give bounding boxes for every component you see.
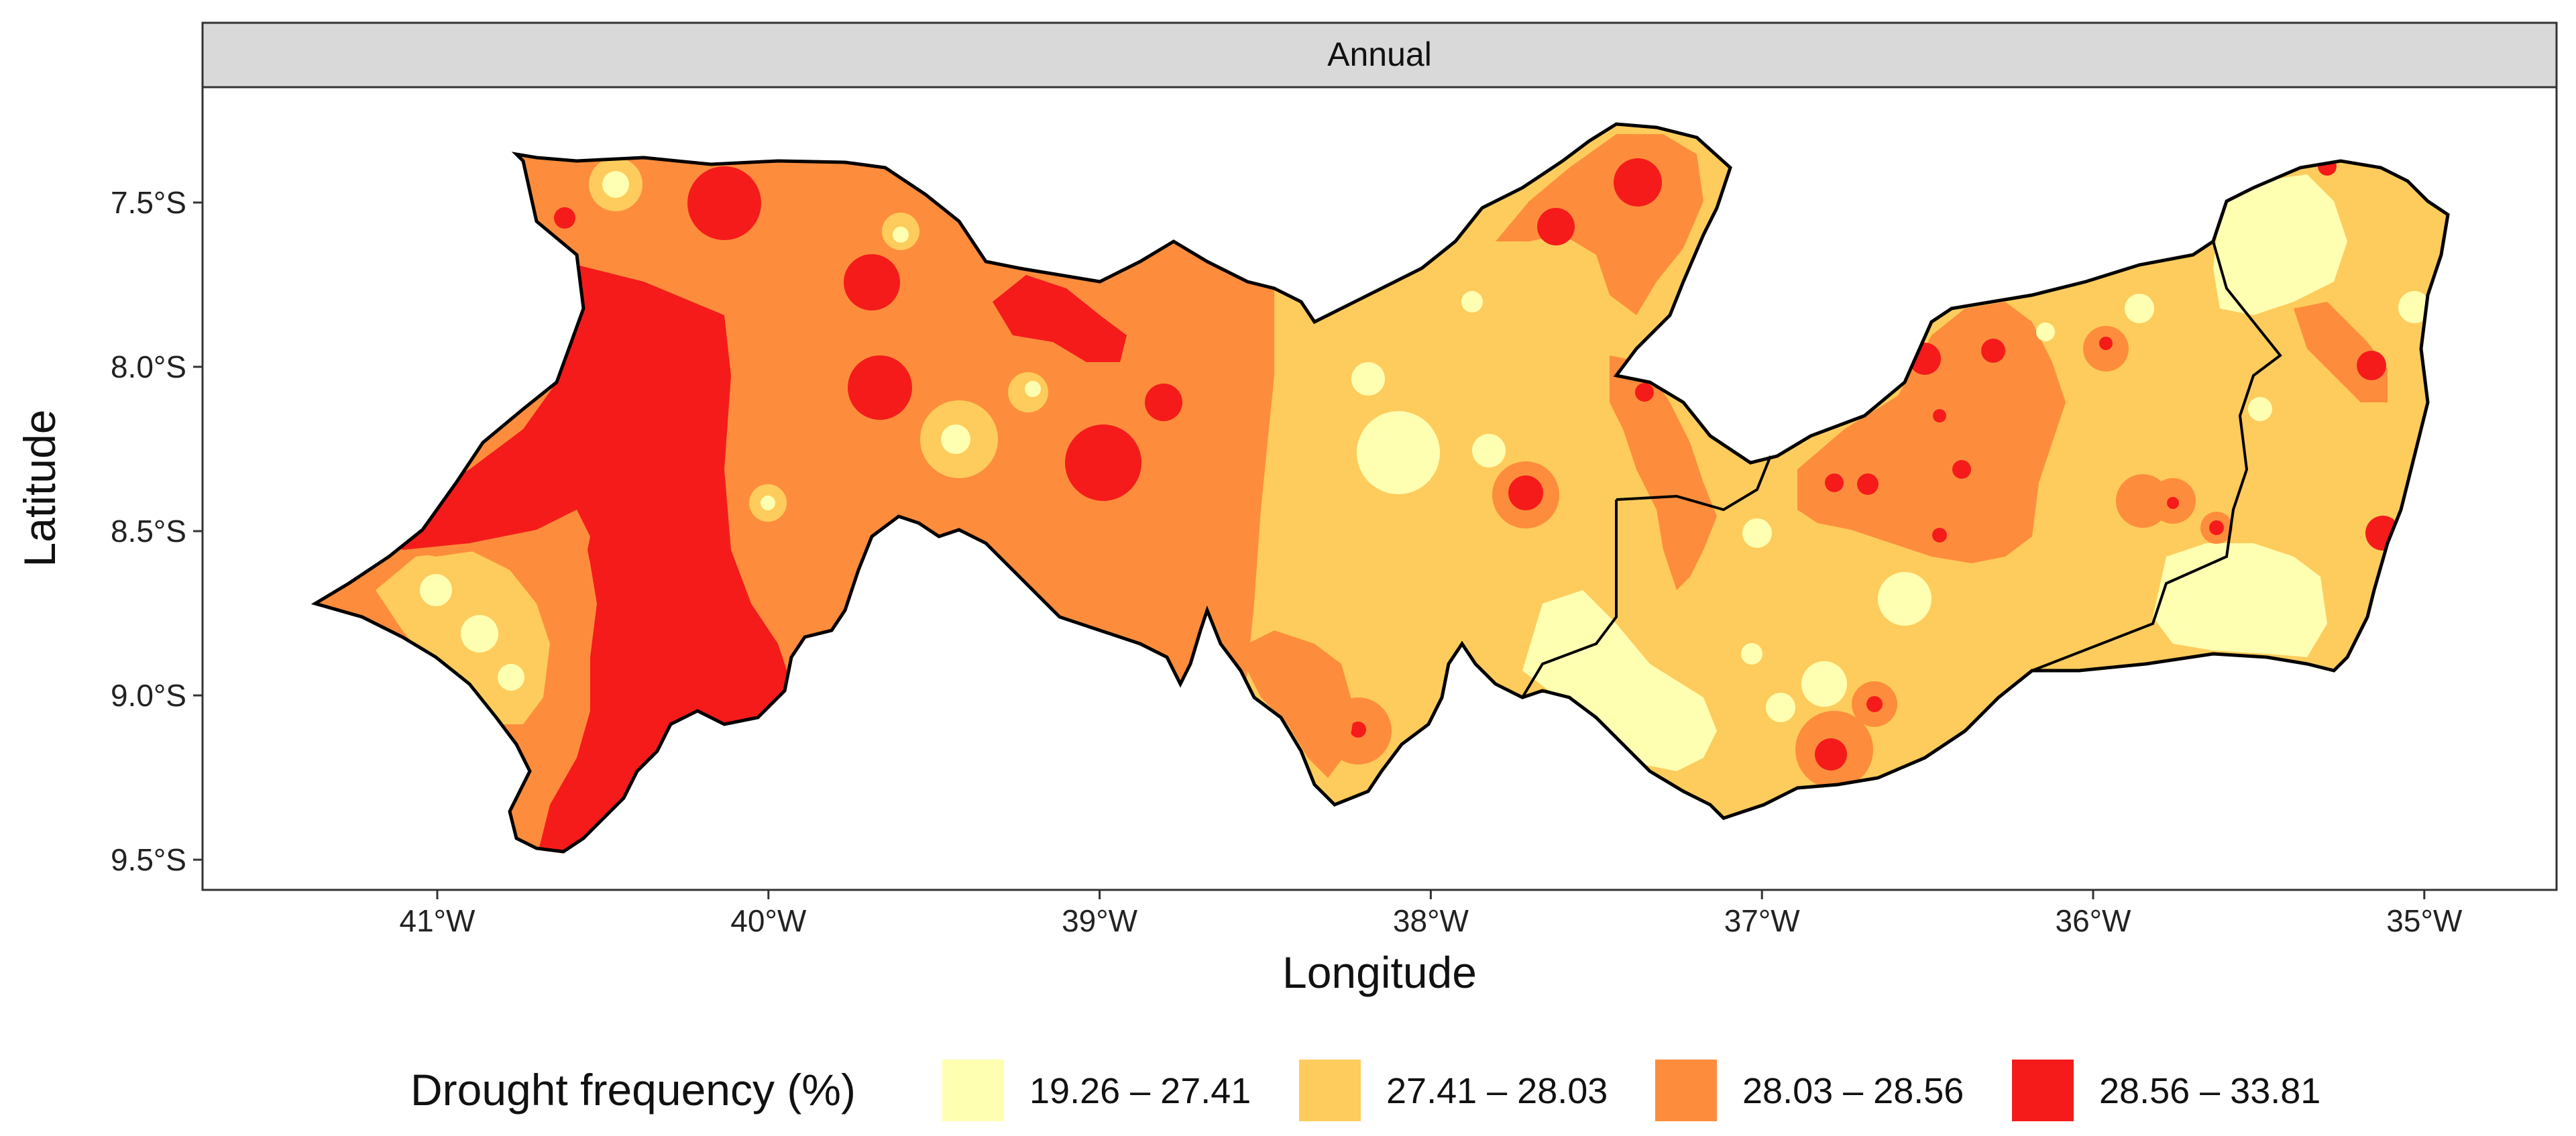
x-tick-label: 40°W (730, 903, 807, 938)
internal-boundary-east (2031, 241, 2282, 672)
region-class-1-se-c (1766, 693, 1795, 722)
legend-key-label: 19.26 – 27.41 (1029, 1071, 1251, 1111)
x-tick-label: 41°W (400, 903, 476, 938)
region-class-3-east (1797, 302, 2066, 563)
region-class-4-west-d (1065, 424, 1141, 501)
region-class-1-se-e (1742, 518, 1772, 548)
region-class-1-se-i (2248, 397, 2272, 421)
region-class-4-east-b (1981, 339, 2005, 363)
region-class-4-west-e (1145, 384, 1182, 421)
region-class-1-central-b (1472, 434, 1506, 467)
region-class-4-west-corridor (376, 265, 791, 852)
region-class-4-west-f (993, 275, 1127, 362)
x-axis: 41°W 40°W 39°W 38°W 37°W 36°W 35°W (400, 890, 2463, 938)
region-class-1-west-d (1025, 381, 1041, 397)
region-class-1-sw-a (420, 574, 452, 606)
y-axis: 7.5°S 8.0°S 8.5°S 9.0°S 9.5°S (111, 185, 203, 877)
x-tick-label: 38°W (1393, 903, 1469, 938)
region-class-4-west-c (848, 355, 912, 420)
y-tick-label: 9.5°S (111, 842, 186, 877)
region-class-4-central-a (1508, 475, 1543, 510)
legend-key-swatch (2012, 1060, 2074, 1121)
region-class-4-central-b (1635, 383, 1654, 402)
region-class-4-west-g (554, 207, 575, 229)
region-class-4-east-c (1825, 473, 1844, 492)
region-class-3-southwest-lobe (402, 510, 590, 570)
region-class-4-east-coast-a (2357, 351, 2386, 380)
legend-key-swatch (1655, 1060, 1717, 1121)
region-class-1-se-b (1801, 661, 1847, 707)
region-class-4-east-d (1857, 473, 1879, 495)
region-class-1-west-b (893, 227, 909, 243)
legend: Drought frequency (%) 19.26 – 27.41 27.41… (410, 1060, 2320, 1121)
legend-key-swatch (1299, 1060, 1361, 1121)
region-class-4-sw38-a (1350, 722, 1366, 738)
region-class-4-east-h (2099, 337, 2113, 350)
region-class-4-north-b (1537, 208, 1575, 245)
y-axis-title: Latitude (15, 410, 64, 567)
region-class-1-northeast (2213, 174, 2347, 315)
legend-key-label: 27.41 – 28.03 (1386, 1071, 1608, 1111)
region-class-1-se-a (1878, 572, 1931, 626)
y-tick-label: 9.0°S (111, 678, 186, 713)
legend-key-label: 28.56 – 33.81 (2099, 1071, 2320, 1111)
region-class-4-se-b (1866, 696, 1883, 712)
region-class-1-se-d (1741, 643, 1762, 665)
facet-strip-label: Annual (1327, 36, 1432, 73)
region-class-4-north-a (1614, 158, 1662, 207)
y-tick-label: 8.0°S (111, 349, 186, 384)
region-class-1-west-a (602, 171, 629, 198)
region-class-4-east-i (2167, 497, 2179, 509)
region-class-1-southeast (1522, 590, 1717, 771)
legend-title: Drought frequency (%) (410, 1065, 856, 1115)
region-class-3-sw38 (1247, 630, 1355, 778)
x-axis-title: Longitude (1282, 948, 1477, 997)
facet-strip (201, 21, 2558, 89)
x-tick-label: 36°W (2056, 903, 2132, 938)
region-class-1-se-f (2125, 294, 2154, 323)
y-tick-label: 7.5°S (111, 185, 186, 220)
region-class-1-se-g (2036, 323, 2055, 341)
region-class-4-west-a (687, 166, 761, 240)
region-class-4-east-e (1952, 460, 1971, 479)
region-class-4-east-g (1932, 528, 1947, 543)
internal-boundary-central (1521, 455, 1772, 699)
region-class-4-west-b (844, 254, 900, 310)
legend-key-swatch (942, 1060, 1004, 1121)
region-class-1-central-big (1357, 411, 1440, 494)
region-class-4-east-f (1933, 409, 1946, 422)
region-class-1-sw-b (461, 615, 498, 652)
x-tick-label: 35°W (2386, 903, 2463, 938)
region-class-1-sw-c (498, 664, 524, 691)
region-class-1-west-c (941, 424, 970, 454)
y-tick-label: 8.5°S (111, 514, 186, 549)
panel-border (201, 86, 2558, 891)
region-class-4-se-a (1815, 738, 1847, 771)
region-class-1-central-a (1351, 362, 1385, 396)
region-class-1-west-e (761, 496, 775, 510)
region-class-4-east-k (2209, 520, 2224, 535)
region-class-1-central-c (1461, 291, 1483, 313)
region-class-1-se-h (2398, 291, 2430, 323)
legend-items: 19.26 – 27.41 27.41 – 28.03 28.03 – 28.56 2… (942, 1060, 2320, 1121)
region-class-1-east-coast (2153, 543, 2327, 657)
x-tick-label: 39°W (1062, 903, 1138, 938)
legend-key-label: 28.03 – 28.56 (1742, 1071, 1964, 1111)
x-tick-label: 37°W (1724, 903, 1801, 938)
